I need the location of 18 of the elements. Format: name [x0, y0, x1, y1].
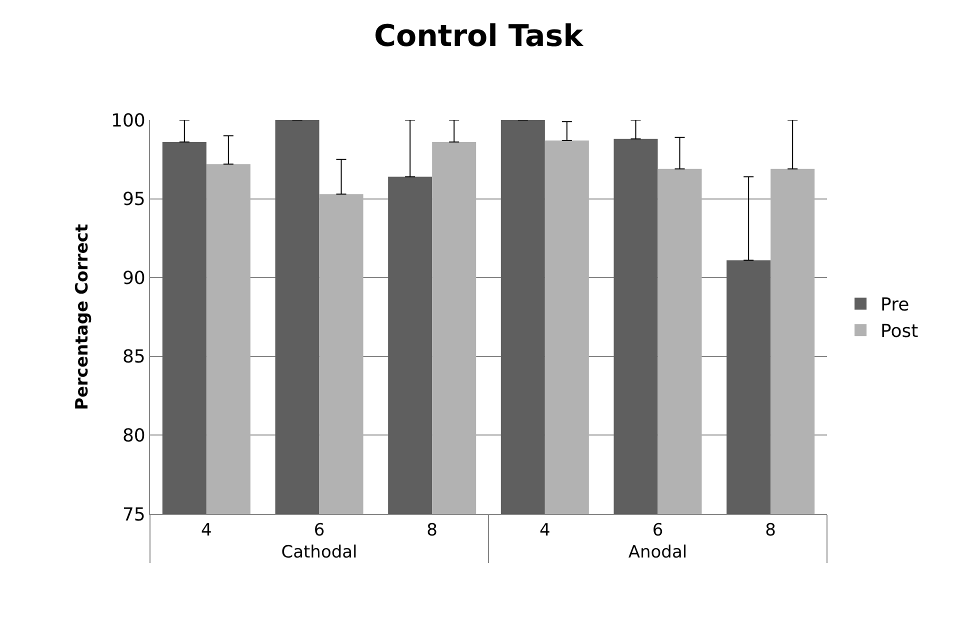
legend-label: Pre [880, 294, 910, 316]
x-tick-label: 8 [765, 520, 776, 540]
text: Anodal [628, 542, 688, 562]
x-tick-label: 4 [201, 520, 212, 540]
legend-label: Post [880, 321, 918, 342]
y-tick-label: 100 [111, 110, 146, 132]
y-axis-title: Percentage Correct [72, 224, 93, 410]
y-tick-label: 95 [122, 189, 146, 210]
y-tick-label: 75 [122, 504, 146, 526]
y-tick-label: 85 [122, 346, 146, 368]
x-tick-label: 6 [652, 520, 664, 540]
x-tick-label: 6 [314, 520, 325, 540]
text: Cathodal [281, 542, 358, 562]
y-tick-label: 80 [122, 426, 146, 446]
x-tick-label: 4 [540, 520, 550, 540]
x-tick-label: 8 [426, 520, 438, 540]
chart-title: Control Task [374, 18, 584, 54]
y-tick-label: 90 [122, 268, 146, 289]
